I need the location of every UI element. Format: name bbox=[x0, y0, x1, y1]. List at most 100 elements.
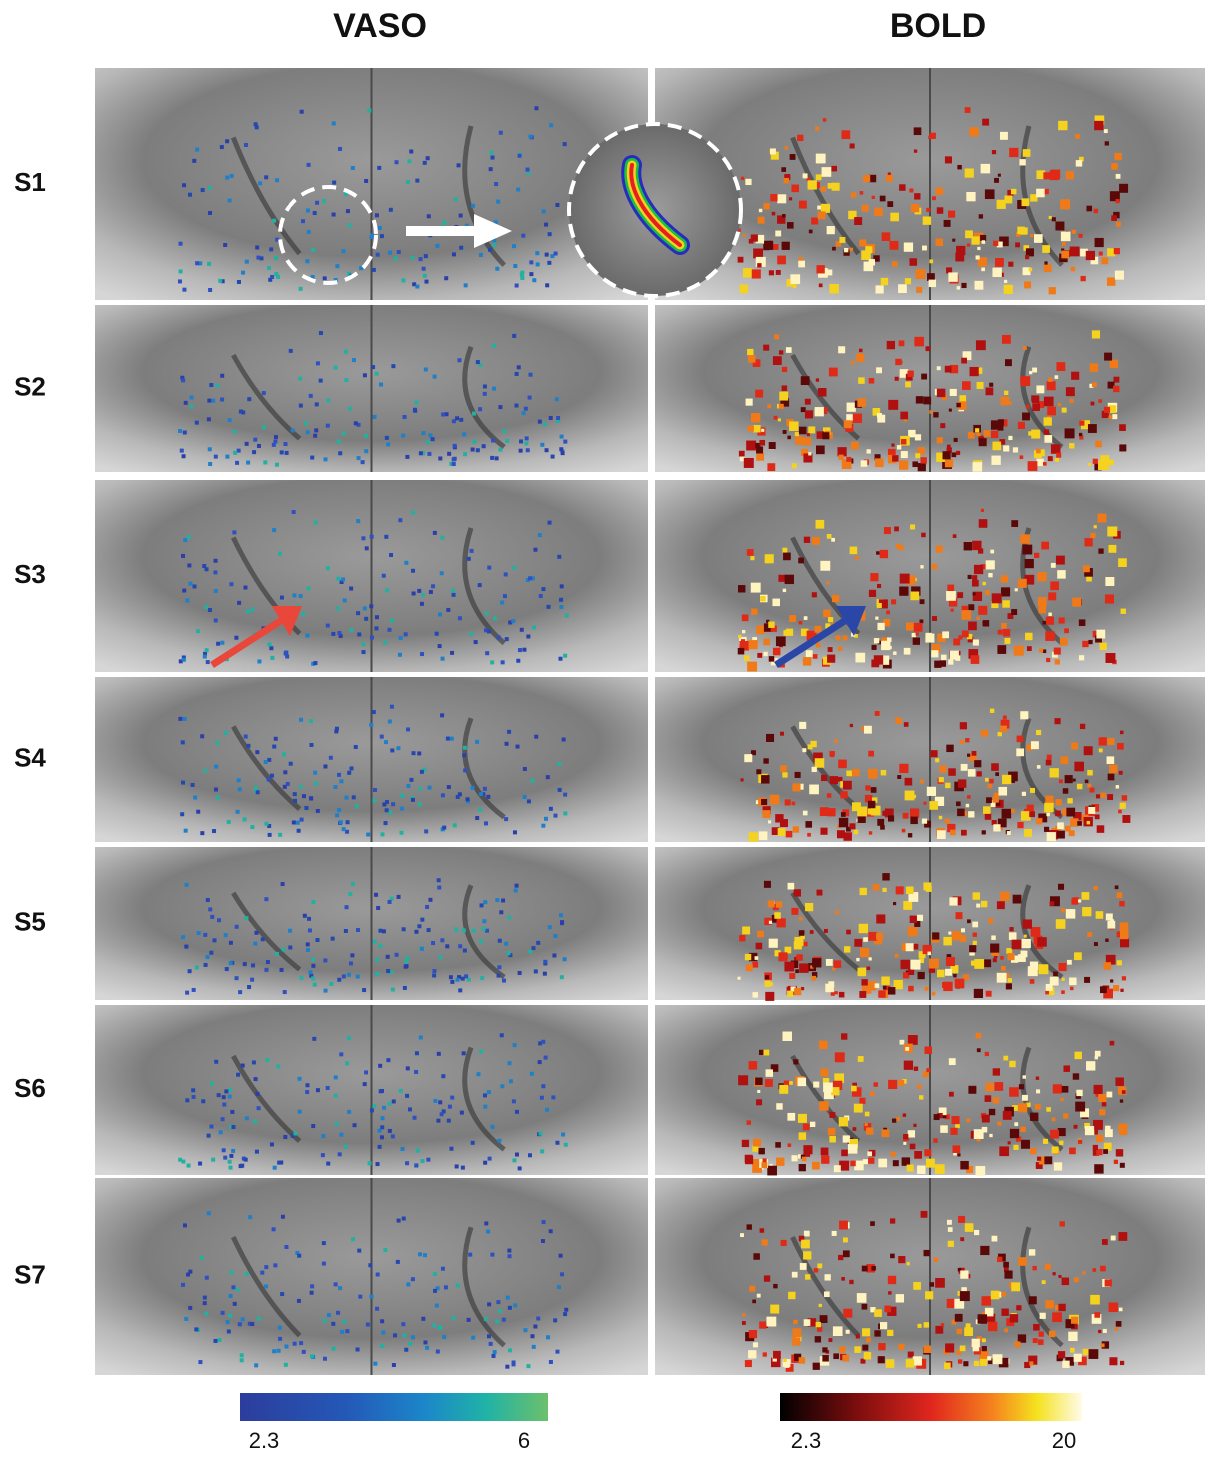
activation-voxel bbox=[935, 238, 942, 245]
activation-voxel bbox=[1044, 417, 1052, 425]
activation-voxel bbox=[828, 647, 833, 652]
activation-voxel bbox=[904, 722, 909, 727]
activation-voxel bbox=[181, 554, 185, 558]
activation-voxel bbox=[294, 1131, 298, 1135]
activation-voxel bbox=[787, 222, 794, 229]
activation-voxel bbox=[769, 656, 775, 662]
activation-voxel bbox=[884, 1306, 891, 1313]
activation-voxel bbox=[793, 826, 799, 832]
activation-voxel bbox=[388, 719, 392, 723]
activation-voxel bbox=[206, 898, 210, 902]
activation-voxel bbox=[1031, 927, 1041, 937]
activation-voxel bbox=[1098, 1330, 1101, 1333]
activation-voxel bbox=[898, 284, 907, 293]
activation-voxel bbox=[859, 1098, 865, 1104]
activation-voxel bbox=[956, 451, 960, 455]
activation-voxel bbox=[910, 817, 917, 824]
activation-voxel bbox=[1021, 951, 1028, 958]
activation-voxel bbox=[926, 1068, 930, 1072]
activation-voxel bbox=[998, 419, 1004, 425]
activation-voxel bbox=[1047, 381, 1056, 390]
activation-voxel bbox=[828, 1128, 836, 1136]
activation-voxel bbox=[435, 632, 439, 636]
activation-voxel bbox=[428, 786, 432, 790]
activation-voxel bbox=[1044, 803, 1054, 813]
activation-voxel bbox=[758, 1148, 764, 1154]
activation-voxel bbox=[844, 946, 850, 952]
activation-voxel bbox=[386, 955, 390, 959]
activation-voxel bbox=[821, 1148, 829, 1156]
activation-voxel bbox=[1011, 779, 1015, 783]
activation-voxel bbox=[1078, 1140, 1082, 1144]
activation-voxel bbox=[237, 449, 241, 453]
activation-voxel bbox=[366, 833, 370, 837]
activation-voxel bbox=[227, 820, 231, 824]
activation-voxel bbox=[812, 537, 820, 545]
activation-voxel bbox=[479, 1049, 483, 1053]
activation-voxel bbox=[220, 398, 224, 402]
activation-voxel bbox=[350, 953, 354, 957]
activation-voxel bbox=[436, 1350, 440, 1354]
activation-voxel bbox=[1110, 979, 1113, 982]
activation-voxel bbox=[1047, 755, 1052, 760]
activation-voxel bbox=[272, 528, 276, 532]
activation-voxel bbox=[782, 385, 788, 391]
activation-voxel bbox=[355, 804, 359, 808]
activation-voxel bbox=[192, 584, 196, 588]
activation-voxel bbox=[815, 758, 825, 768]
activation-voxel bbox=[933, 412, 938, 417]
activation-voxel bbox=[977, 1048, 981, 1052]
activation-voxel bbox=[181, 1160, 185, 1164]
activation-voxel bbox=[247, 397, 251, 401]
activation-voxel bbox=[1107, 756, 1115, 764]
activation-voxel bbox=[404, 1348, 408, 1352]
activation-voxel bbox=[1035, 1104, 1041, 1110]
activation-voxel bbox=[991, 431, 998, 438]
activation-voxel bbox=[482, 919, 486, 923]
activation-voxel bbox=[799, 917, 803, 921]
activation-voxel bbox=[1111, 215, 1117, 221]
activation-voxel bbox=[309, 743, 313, 747]
activation-voxel bbox=[738, 585, 745, 592]
activation-voxel bbox=[438, 1100, 442, 1104]
activation-voxel bbox=[516, 188, 520, 192]
activation-voxel bbox=[794, 889, 801, 896]
activation-voxel bbox=[548, 232, 552, 236]
activation-voxel bbox=[344, 378, 348, 382]
activation-voxel bbox=[560, 975, 564, 979]
activation-voxel bbox=[920, 619, 924, 623]
activation-voxel bbox=[356, 519, 360, 523]
activation-voxel bbox=[1036, 385, 1044, 393]
activation-voxel bbox=[273, 1263, 277, 1267]
activation-voxel bbox=[875, 458, 884, 467]
activation-voxel bbox=[882, 811, 887, 816]
activation-voxel bbox=[1044, 827, 1049, 832]
activation-voxel bbox=[182, 288, 186, 292]
activation-voxel bbox=[384, 740, 388, 744]
activation-voxel bbox=[949, 897, 957, 905]
activation-voxel bbox=[1024, 281, 1031, 288]
activation-voxel bbox=[967, 754, 970, 757]
activation-voxel bbox=[1107, 794, 1113, 800]
activation-voxel bbox=[400, 794, 404, 798]
activation-voxel bbox=[406, 180, 410, 184]
activation-voxel bbox=[992, 268, 1001, 277]
activation-voxel bbox=[985, 1083, 993, 1091]
activation-voxel bbox=[785, 575, 794, 584]
activation-voxel bbox=[541, 1084, 545, 1088]
row-label: S4 bbox=[14, 742, 46, 772]
activation-voxel bbox=[957, 1329, 962, 1334]
activation-voxel bbox=[270, 774, 274, 778]
activation-voxel bbox=[891, 599, 896, 604]
activation-voxel bbox=[551, 455, 555, 459]
activation-voxel bbox=[344, 1145, 348, 1149]
activation-voxel bbox=[1111, 163, 1118, 170]
activation-voxel bbox=[859, 991, 866, 998]
activation-voxel bbox=[270, 275, 274, 279]
activation-voxel bbox=[783, 430, 787, 434]
activation-voxel bbox=[781, 1240, 787, 1246]
activation-voxel bbox=[988, 918, 993, 923]
activation-voxel bbox=[239, 410, 243, 414]
activation-voxel bbox=[181, 1283, 185, 1287]
activation-voxel bbox=[450, 980, 454, 984]
